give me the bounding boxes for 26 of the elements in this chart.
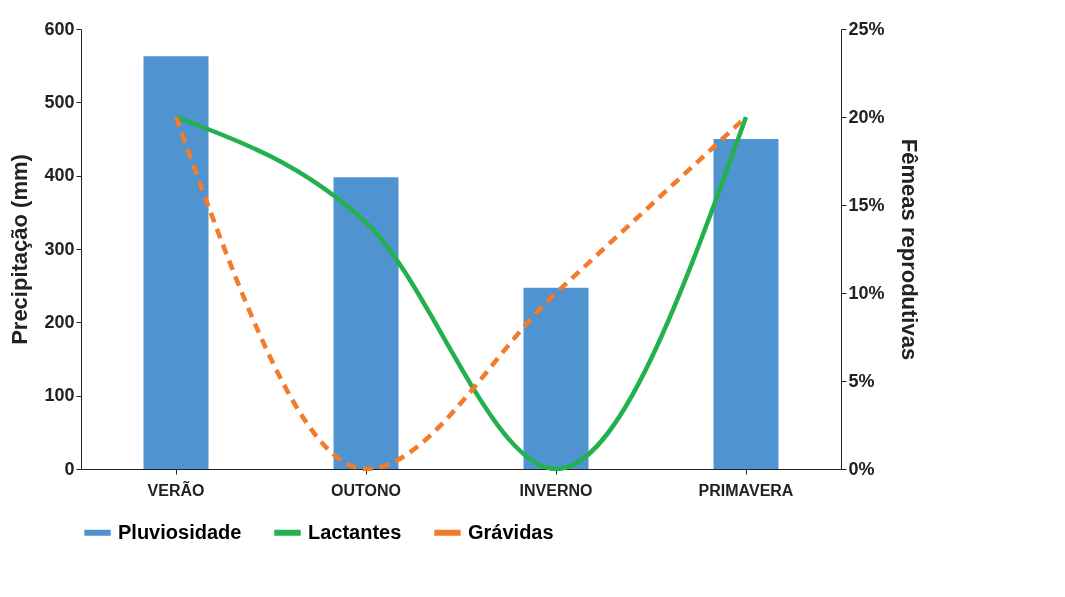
y2-axis-title: Fêmeas reprodutivas — [896, 138, 922, 361]
bar — [523, 287, 589, 469]
y-axis-title: Precipitação (mm) — [7, 154, 33, 345]
y-tick-label: 200 — [44, 311, 75, 332]
y2-tick-label: 15% — [848, 194, 885, 215]
legend-label: Pluviosidade — [118, 520, 242, 543]
y2-tick-label: 5% — [848, 370, 875, 391]
legend-label: Lactantes — [308, 520, 402, 543]
x-tick-label: INVERNO — [519, 481, 593, 499]
y-tick-label: 600 — [44, 18, 75, 39]
legend-label: Grávidas — [468, 520, 554, 543]
x-tick-label: PRIMAVERA — [698, 481, 794, 499]
y2-tick-label: 20% — [848, 106, 885, 127]
bar — [143, 56, 209, 469]
y-tick-label: 400 — [44, 165, 75, 186]
y-tick-label: 100 — [44, 385, 75, 406]
y2-tick-label: 10% — [848, 282, 885, 303]
bar — [333, 177, 399, 469]
y2-tick-label: 25% — [848, 18, 885, 39]
x-tick-label: OUTONO — [331, 481, 401, 499]
y-tick-label: 0 — [64, 458, 75, 479]
y-tick-label: 500 — [44, 91, 75, 112]
x-tick-label: VERÃO — [147, 479, 205, 499]
bar — [713, 139, 779, 469]
y-tick-label: 300 — [44, 238, 75, 259]
y2-tick-label: 0% — [848, 458, 875, 479]
